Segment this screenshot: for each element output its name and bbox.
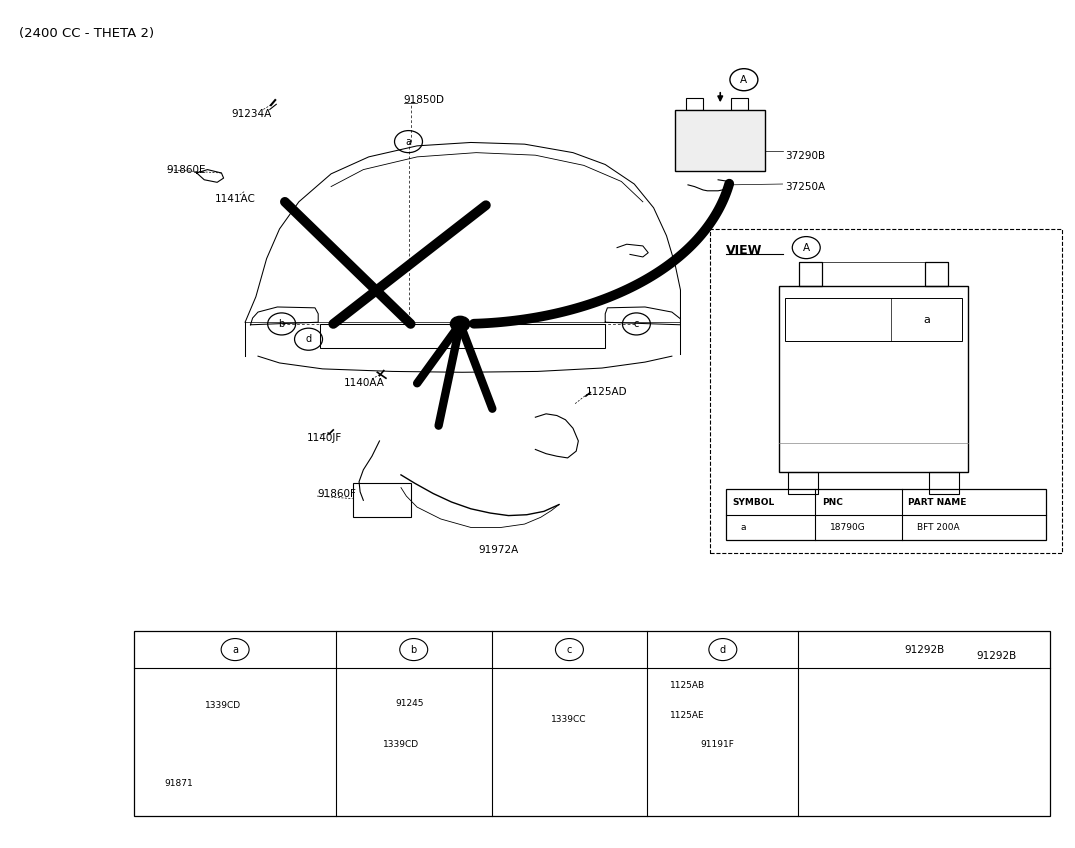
Circle shape [450,316,470,332]
Bar [731,98,748,110]
Bar [924,262,948,286]
Text: a: a [741,523,746,532]
Text: 91234A: 91234A [231,109,271,120]
Bar [710,229,1062,553]
Text: 1339CD: 1339CD [205,700,241,710]
Text: 91292B: 91292B [904,644,945,655]
Text: 91245: 91245 [395,699,424,708]
Text: c: c [634,319,639,329]
Bar [779,286,968,472]
Text: 1141AC: 1141AC [215,194,256,204]
Text: 1339CD: 1339CD [383,740,418,750]
Text: PNC: PNC [821,498,843,506]
Text: BFT 200A: BFT 200A [917,523,960,532]
Bar [686,98,703,110]
Bar [353,483,411,517]
Text: 91860F: 91860F [317,488,356,499]
Text: A: A [741,75,747,85]
Text: 91871: 91871 [164,778,194,788]
Text: b: b [411,644,417,655]
Text: 1125AE: 1125AE [670,711,704,720]
Text: c: c [567,644,572,655]
Text: 18790G: 18790G [830,523,866,532]
Text: 91850D: 91850D [403,95,444,105]
Text: 91972A: 91972A [478,544,518,555]
Bar [788,472,818,494]
Text: 1140AA: 1140AA [344,378,385,388]
Text: 91860E: 91860E [167,165,206,175]
Text: 37290B: 37290B [785,151,825,161]
Text: 91292B: 91292B [976,651,1016,661]
Text: (2400 CC - THETA 2): (2400 CC - THETA 2) [19,27,155,40]
Text: PART NAME: PART NAME [908,498,966,506]
Text: a: a [232,644,239,655]
Bar [684,117,757,165]
Text: 1125AD: 1125AD [586,387,628,397]
Text: a: a [923,315,930,325]
Bar [134,631,1050,816]
Bar [785,298,962,341]
Bar [799,262,822,286]
Text: 37250A: 37250A [785,181,825,192]
Text: SYMBOL: SYMBOL [732,498,774,506]
Text: VIEW: VIEW [726,244,762,257]
Text: 1339CC: 1339CC [550,716,586,724]
Text: d: d [305,334,312,344]
Text: b: b [278,319,285,329]
Text: A: A [803,243,809,253]
Text: 1140JF: 1140JF [306,433,342,444]
Text: a: a [405,137,412,147]
Bar [726,489,1046,540]
Text: 91191F: 91191F [700,740,734,750]
Bar [675,110,765,171]
Text: 1125AB: 1125AB [670,682,705,690]
Bar [929,472,959,494]
Bar [320,324,605,348]
Text: d: d [720,644,726,655]
